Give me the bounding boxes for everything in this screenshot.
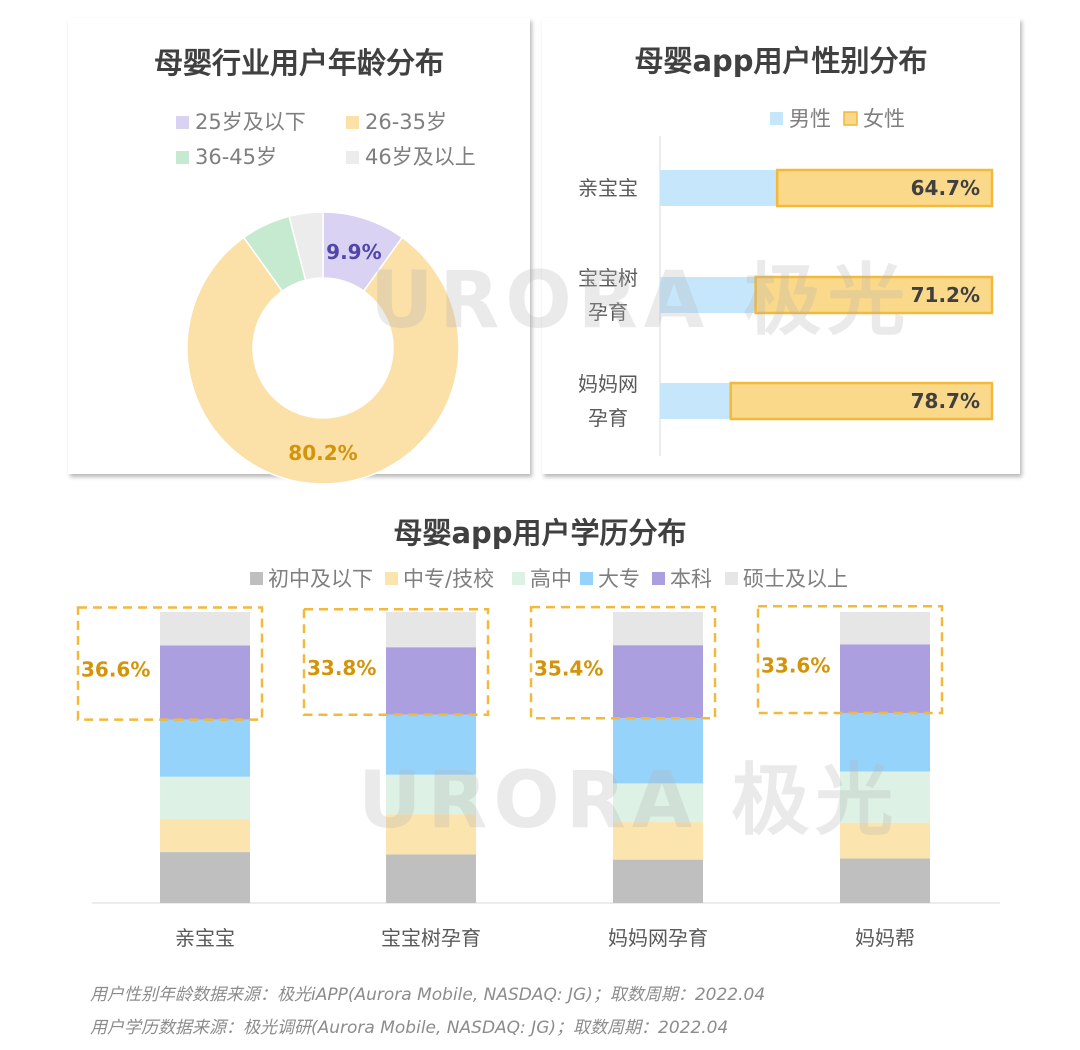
edu-legend-swatch	[725, 572, 738, 585]
edu-bar-segment	[386, 612, 476, 648]
edu-bar-segment	[386, 854, 476, 903]
age-chart-panel: 母婴行业用户年龄分布 25岁及以下 26-35岁 36-45岁 46岁及以上 9.9% 8…	[68, 18, 530, 485]
footnote-edu-source: 用户学历数据来源：极光调研(Aurora Mobile, NASDAQ: JG)…	[90, 1018, 729, 1038]
edu-bar-segment	[386, 714, 476, 775]
gender-bar	[754, 275, 994, 315]
edu-bar-segment	[613, 718, 703, 784]
gender-legend-swatch	[770, 112, 783, 125]
edu-highlight-value: 33.6%	[761, 654, 830, 678]
edu-bar-segment	[160, 645, 250, 720]
edu-bar-segment	[160, 719, 250, 777]
gender-bar	[660, 383, 731, 419]
gender-category-label: 妈妈网	[578, 372, 638, 396]
edu-bar-segment	[840, 712, 930, 772]
edu-bar-segment	[613, 822, 703, 860]
gender-bar	[775, 168, 994, 208]
age-legend-label: 25岁及以下	[195, 110, 306, 134]
gender-bar	[660, 277, 756, 313]
edu-category-label: 妈妈网孕育	[608, 926, 708, 950]
edu-bar-segment	[160, 819, 250, 853]
edu-legend-label: 初中及以下	[268, 567, 373, 591]
age-donut-slice	[288, 211, 324, 282]
gender-category-label: 宝宝树	[578, 266, 638, 290]
footnote-gender-age-source: 用户性别年龄数据来源：极光iAPP(Aurora Mobile, NASDAQ:…	[90, 985, 766, 1005]
age-slice-value-label: 9.9%	[326, 240, 381, 264]
edu-bar-segment	[613, 645, 703, 719]
edu-bar-segment	[160, 852, 250, 903]
gender-category-label: 亲宝宝	[578, 176, 638, 200]
age-legend-swatch	[176, 116, 189, 129]
age-legend-label: 26-35岁	[365, 110, 447, 134]
edu-legend-swatch	[512, 572, 525, 585]
edu-chart-title: 母婴app用户学历分布	[393, 516, 687, 550]
edu-category-label: 妈妈帮	[855, 926, 915, 950]
gender-legend-label: 男性	[789, 107, 831, 131]
edu-legend-swatch	[580, 572, 593, 585]
edu-legend-swatch	[250, 572, 263, 585]
edu-bar-segment	[840, 858, 930, 903]
age-donut-chart: 25岁及以下 26-35岁 36-45岁 46岁及以上 9.9% 80.2%	[176, 110, 476, 485]
edu-legend-label: 高中	[530, 567, 572, 591]
gender-bar-value-label: 64.7%	[911, 176, 980, 200]
gender-legend-label: 女性	[863, 107, 905, 131]
edu-highlight-value: 33.8%	[307, 656, 376, 680]
edu-legend-swatch	[385, 572, 398, 585]
edu-legend-label: 本科	[670, 567, 712, 591]
edu-category-label: 亲宝宝	[175, 926, 235, 950]
age-chart-title: 母婴行业用户年龄分布	[153, 46, 444, 80]
age-legend-label: 36-45岁	[195, 145, 277, 169]
edu-legend-label: 中专/技校	[403, 567, 494, 591]
edu-bar-segment	[386, 647, 476, 715]
gender-chart-panel: 母婴app用户性别分布 男性 女性 亲宝宝 64.7% 宝宝树 孕育 71.2% 妈妈网 孕育 7…	[542, 18, 1020, 474]
edu-bar-segment	[840, 612, 930, 645]
edu-bar-segment	[840, 822, 930, 859]
edu-highlight-box	[76, 606, 264, 721]
edu-highlight-box	[756, 605, 944, 715]
age-legend-swatch	[346, 151, 359, 164]
edu-legend-label: 大专	[598, 567, 640, 591]
gender-category-label: 孕育	[588, 300, 628, 324]
age-slice-value-label: 80.2%	[288, 441, 357, 465]
age-legend-swatch	[176, 151, 189, 164]
edu-bar-segment	[840, 644, 930, 713]
gender-category-label: 孕育	[588, 406, 628, 430]
edu-bar-segment	[386, 774, 476, 815]
edu-category-label: 宝宝树孕育	[381, 926, 481, 950]
gender-bar-value-label: 71.2%	[911, 283, 980, 307]
edu-bar-segment	[386, 814, 476, 855]
gender-bar-value-label: 78.7%	[911, 389, 980, 413]
edu-highlight-value: 36.6%	[81, 658, 150, 682]
edu-highlight-value: 35.4%	[534, 657, 603, 681]
edu-legend-label: 硕士及以上	[743, 567, 848, 591]
edu-highlight-box	[529, 605, 717, 720]
gender-legend-swatch	[843, 111, 858, 126]
edu-bar-segment	[613, 859, 703, 903]
edu-highlight-box	[302, 607, 490, 716]
edu-bar-segment	[613, 612, 703, 646]
edu-bar-segment	[160, 612, 250, 646]
age-donut-slice	[186, 236, 460, 485]
gender-chart-title: 母婴app用户性别分布	[634, 44, 928, 78]
edu-legend-swatch	[652, 572, 665, 585]
edu-bar-segment	[613, 783, 703, 823]
gender-bar	[660, 170, 778, 206]
edu-bar-segment	[840, 771, 930, 823]
age-legend-label: 46岁及以上	[365, 145, 476, 169]
gender-bar	[729, 381, 994, 421]
edu-bar-segment	[160, 776, 250, 820]
age-legend-swatch	[346, 116, 359, 129]
